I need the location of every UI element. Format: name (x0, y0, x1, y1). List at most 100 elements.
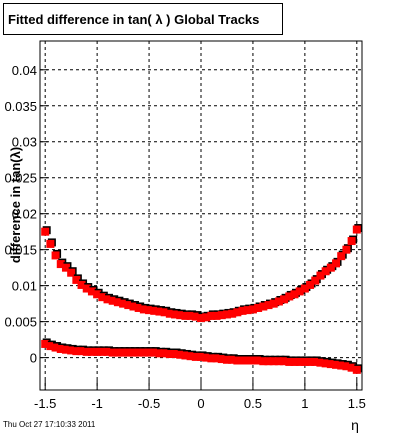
data-point (300, 284, 309, 293)
data-point (233, 356, 242, 365)
data-point (113, 298, 122, 307)
data-point (98, 347, 107, 356)
data-point (311, 357, 320, 366)
chart-title: Fitted difference in tan( λ ) Global Tra… (8, 11, 260, 27)
data-point (264, 357, 273, 366)
data-point (67, 346, 76, 355)
data-point (337, 252, 346, 261)
data-point (202, 353, 211, 362)
data-point (108, 296, 117, 305)
data-point (248, 356, 257, 365)
data-point (87, 287, 96, 296)
data-point (290, 290, 299, 299)
y-tick-label: 0.04 (12, 63, 37, 78)
data-point (51, 343, 60, 352)
data-point (332, 259, 341, 268)
data-point (82, 284, 91, 293)
data-point (202, 313, 211, 322)
data-point (347, 237, 356, 246)
data-points (41, 224, 363, 374)
data-point (191, 352, 200, 361)
data-point (186, 352, 195, 361)
data-point (139, 305, 148, 314)
data-point (61, 263, 70, 272)
data-point (191, 312, 200, 321)
data-point (124, 301, 133, 310)
data-point (150, 306, 159, 315)
data-point (316, 271, 325, 280)
data-point (181, 351, 190, 360)
data-point (352, 225, 361, 234)
data-point (254, 356, 263, 365)
data-point (165, 309, 174, 318)
data-point (129, 348, 138, 357)
data-point (274, 357, 283, 366)
data-point (212, 311, 221, 320)
data-point (326, 263, 335, 272)
data-point (259, 357, 268, 366)
data-point (41, 339, 50, 348)
x-axis-label: η (351, 417, 359, 433)
data-point (150, 348, 159, 357)
data-point (93, 347, 102, 356)
x-tick-label: 1 (301, 396, 308, 411)
data-point (87, 347, 96, 356)
y-tick-label: 0.03 (12, 135, 37, 150)
data-point (300, 357, 309, 366)
x-tick-label: 1.5 (348, 396, 366, 411)
data-point (134, 303, 143, 312)
data-point (207, 311, 216, 320)
y-tick-label: 0.035 (4, 99, 37, 114)
data-point (243, 356, 252, 365)
data-point (321, 359, 330, 368)
data-point (207, 354, 216, 363)
data-point (342, 245, 351, 254)
data-point (197, 314, 205, 323)
data-point (56, 260, 65, 269)
data-point (103, 295, 112, 304)
data-point (264, 301, 273, 310)
y-tick-label: 0.005 (4, 315, 37, 330)
data-point (233, 308, 242, 317)
data-point (61, 345, 70, 354)
title-box: Fitted difference in tan( λ ) Global Tra… (3, 3, 283, 35)
data-point (238, 356, 247, 365)
data-point (228, 355, 237, 364)
data-point (165, 350, 174, 359)
data-point (119, 348, 128, 357)
data-point (306, 357, 315, 366)
data-point (139, 348, 148, 357)
data-point (181, 311, 190, 320)
data-point (113, 348, 122, 357)
data-point (145, 306, 154, 315)
data-point (93, 290, 102, 299)
data-point (108, 348, 117, 357)
y-tick-label: 0.01 (12, 279, 37, 294)
data-point (306, 280, 315, 289)
data-point (337, 361, 346, 370)
data-point (77, 347, 86, 356)
data-point (41, 227, 50, 236)
data-point (160, 349, 169, 358)
data-point (124, 348, 133, 357)
data-point (77, 280, 86, 289)
data-point (248, 305, 257, 314)
data-point (259, 302, 268, 311)
data-point (46, 342, 55, 351)
timestamp: Thu Oct 27 17:10:33 2011 (3, 420, 96, 429)
data-point (155, 349, 164, 358)
data-point (171, 310, 180, 319)
data-point (98, 293, 107, 302)
data-point (347, 363, 356, 372)
data-point (295, 287, 304, 296)
data-point (321, 267, 330, 276)
data-point (217, 311, 226, 320)
data-point (285, 357, 294, 366)
grid-lines (40, 41, 362, 390)
data-point (72, 275, 81, 284)
data-point (222, 310, 231, 319)
data-point (176, 350, 185, 359)
data-point (56, 344, 65, 353)
data-point (171, 350, 180, 359)
